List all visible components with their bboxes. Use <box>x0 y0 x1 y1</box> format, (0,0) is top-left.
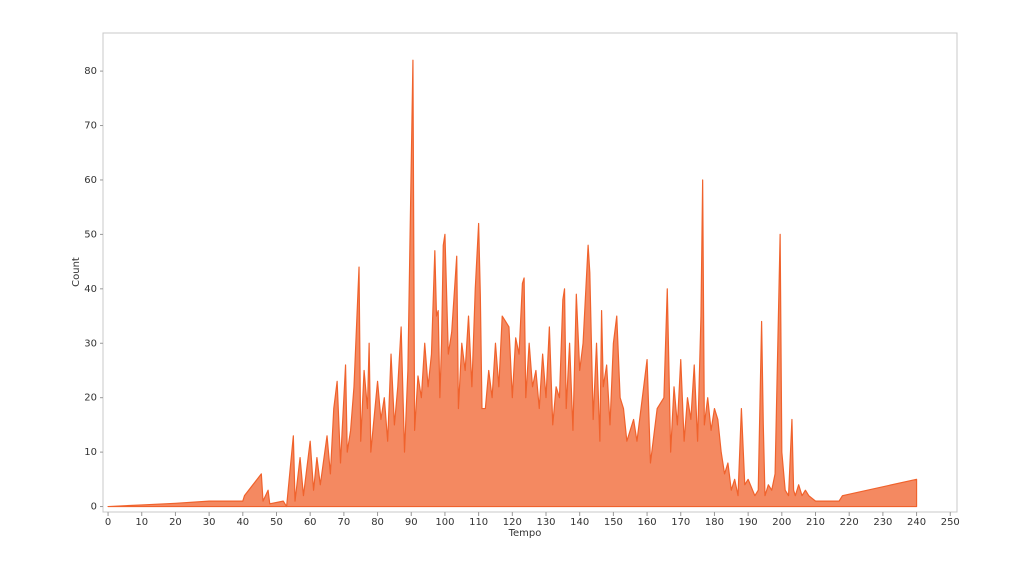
x-tick-label: 130 <box>536 517 555 528</box>
y-tick-label: 10 <box>84 447 97 458</box>
y-tick-label: 0 <box>91 502 97 513</box>
x-tick-label: 0 <box>105 517 111 528</box>
x-tick-label: 210 <box>806 517 825 528</box>
x-tick-label: 20 <box>169 517 182 528</box>
x-axis-label: Tempo <box>508 528 542 539</box>
x-tick-label: 110 <box>469 517 488 528</box>
y-tick-label: 30 <box>84 338 97 349</box>
y-tick-label: 40 <box>84 284 97 295</box>
x-tick-label: 60 <box>304 517 317 528</box>
x-tick-label: 240 <box>907 517 926 528</box>
x-tick-label: 170 <box>671 517 690 528</box>
x-tick-label: 150 <box>604 517 623 528</box>
x-tick-label: 80 <box>371 517 384 528</box>
y-tick-label: 80 <box>84 66 97 77</box>
x-tick-label: 90 <box>405 517 418 528</box>
x-tick-label: 220 <box>840 517 859 528</box>
x-tick-label: 50 <box>270 517 283 528</box>
x-tick-label: 30 <box>203 517 216 528</box>
x-tick-label: 190 <box>739 517 758 528</box>
x-tick-label: 70 <box>338 517 351 528</box>
x-tick-label: 230 <box>873 517 892 528</box>
y-tick-label: 20 <box>84 393 97 404</box>
x-tick-label: 200 <box>772 517 791 528</box>
x-tick-label: 40 <box>236 517 249 528</box>
y-tick-label: 60 <box>84 175 97 186</box>
x-tick-label: 180 <box>705 517 724 528</box>
y-tick-label: 50 <box>84 229 97 240</box>
x-tick-label: 250 <box>941 517 960 528</box>
x-tick-label: 10 <box>135 517 148 528</box>
area <box>107 59 918 508</box>
plot-frame <box>102 32 958 513</box>
x-tick-label: 140 <box>570 517 589 528</box>
y-tick-label: 70 <box>84 121 97 132</box>
x-tick-label: 160 <box>638 517 657 528</box>
x-tick-label: 100 <box>435 517 454 528</box>
y-axis-label: Count <box>71 257 82 287</box>
x-tick-label: 120 <box>503 517 522 528</box>
